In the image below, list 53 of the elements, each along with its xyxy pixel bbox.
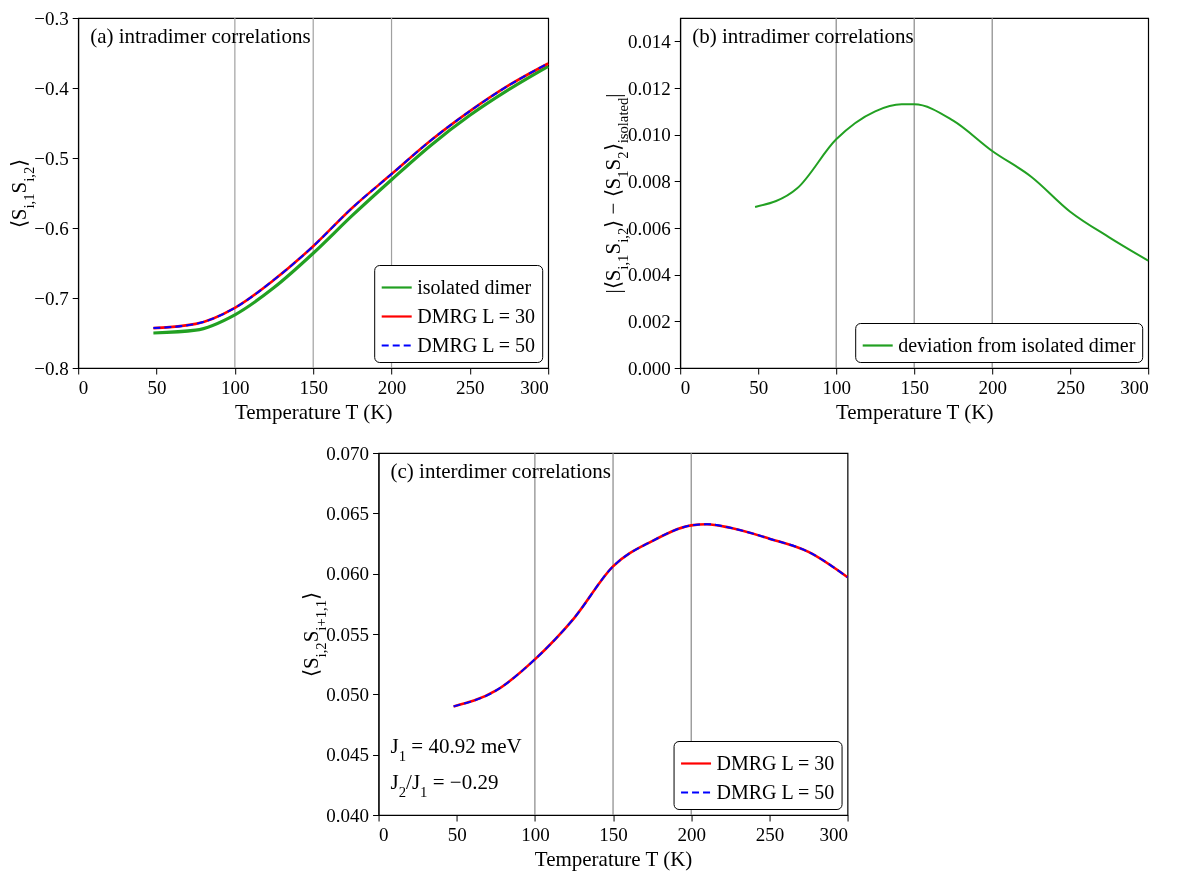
y-tick-label: −0.3 [34,7,69,29]
y-tick-label: 0.010 [627,124,671,146]
y-tick-label: 0.008 [627,170,671,192]
y-tick-label: −0.7 [34,287,69,309]
x-tick-label: 50 [749,376,769,398]
y-tick-label: 0.070 [326,442,370,464]
y-tick-label: −0.5 [34,147,69,169]
legend-label: DMRG L = 50 [417,333,535,356]
x-tick-label: 100 [221,376,250,398]
x-tick-label: 0 [379,823,389,845]
x-tick-label: 150 [900,376,929,398]
y-tick-label: −0.6 [34,217,69,239]
y-tick-label: 0.040 [326,804,370,826]
x-tick-label: 250 [456,376,485,398]
x-tick-label: 50 [147,376,167,398]
chart-title: (c) interdimer correlations [390,459,611,483]
y-tick-label: 0.045 [326,744,370,766]
legend-label: DMRG L = 30 [716,751,835,774]
y-tick-label: 0.000 [627,357,671,379]
y-tick-label: −0.4 [34,77,70,99]
y-tick-label: 0.065 [326,502,370,524]
x-tick-label: 200 [978,376,1007,398]
y-tick-label: 0.014 [627,30,672,52]
x-tick-label: 250 [1056,376,1085,398]
x-tick-label: 250 [755,823,785,845]
y-tick-label: 0.050 [326,683,370,705]
x-tick-label: 100 [521,823,550,845]
y-tick-label: −0.8 [34,357,69,379]
y-tick-label: 0.060 [326,563,370,585]
x-axis-title: Temperature T (K) [234,399,393,424]
x-tick-label: 300 [520,376,549,398]
x-tick-label: 0 [680,376,691,398]
y-tick-label: 0.002 [627,310,671,332]
x-tick-label: 300 [1120,376,1149,398]
y-tick-label: 0.012 [627,77,671,99]
annotation: J$_{2}$/J$_{1}$ = −0.29 [390,770,499,800]
legend-label: isolated dimer [417,275,532,298]
chart-title: (b) intradimer correlations [692,24,914,48]
x-tick-label: 150 [299,376,328,398]
chart-title: (a) intradimer correlations [90,24,311,48]
legend-label: DMRG L = 50 [716,780,835,803]
x-tick-label: 300 [819,823,849,845]
annotation: J$_{1}$ = 40.92 meV [390,734,522,764]
x-tick-label: 200 [677,823,706,845]
x-tick-label: 0 [78,376,89,398]
legend-label: DMRG L = 30 [417,304,535,327]
x-tick-label: 50 [447,823,467,845]
legend-label: deviation from isolated dimer [898,333,1136,356]
x-axis-title: Temperature T (K) [534,846,693,871]
x-tick-label: 200 [377,376,407,398]
x-axis-title: Temperature T (K) [835,399,994,424]
x-tick-label: 100 [822,376,851,398]
x-tick-label: 150 [599,823,628,845]
